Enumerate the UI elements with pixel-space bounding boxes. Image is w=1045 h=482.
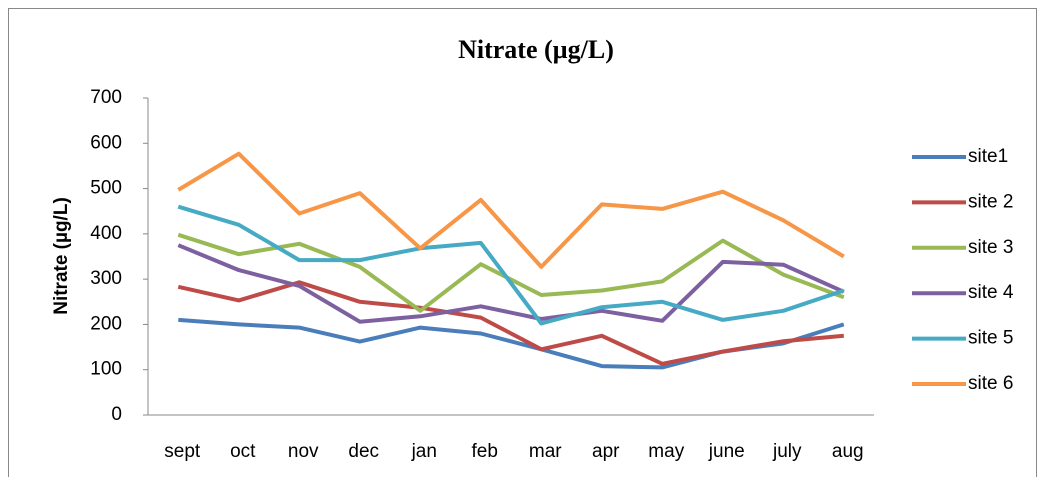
legend-label: site 4 [968,282,1014,303]
x-tick-label: july [772,441,802,462]
series-line [177,232,845,313]
x-tick-label: oct [230,441,256,462]
x-tick-label: mar [529,441,562,462]
x-tick-label: feb [472,441,498,462]
y-tick-label: 600 [90,132,122,153]
legend-label: site1 [968,146,1008,167]
series-line [177,280,844,366]
y-tick-label: 0 [111,404,122,425]
y-axis-label: Nitrate (µg/L) [51,197,72,315]
chart-title: Nitrate (µg/L) [458,35,614,64]
x-tick-label: apr [592,441,620,462]
y-tick-label: 700 [90,87,122,108]
y-tick-label: 100 [90,359,122,380]
x-tick-label: nov [288,441,319,462]
y-tick-label: 300 [90,268,122,289]
legend-label: site 5 [968,328,1013,349]
x-tick-label: jan [411,441,437,462]
legend-label: site 6 [968,373,1013,394]
x-tick-label: june [708,441,745,462]
series-line [178,317,845,370]
y-tick-label: 200 [90,313,122,334]
series-line [177,243,845,324]
x-tick-label: may [648,441,684,462]
y-tick-label: 400 [90,223,122,244]
series-line [177,204,845,326]
series-line [177,151,845,269]
y-tick-label: 500 [90,178,122,199]
chart-border [8,8,1037,479]
x-tick-label: aug [832,441,864,462]
legend-label: site 2 [968,191,1013,212]
x-tick-label: dec [348,441,379,462]
x-tick-label: sept [164,441,201,462]
legend-label: site 3 [968,237,1013,258]
